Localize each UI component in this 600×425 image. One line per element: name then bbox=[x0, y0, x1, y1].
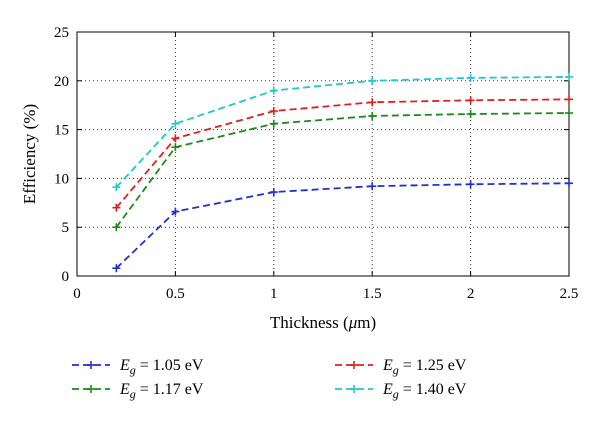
series-1 bbox=[112, 179, 573, 273]
series-line bbox=[115, 75, 570, 188]
x-tick-label: 2 bbox=[467, 286, 475, 302]
legend-label: Eg = 1.05 eV bbox=[119, 357, 204, 377]
legend-label: Eg = 1.17 eV bbox=[119, 381, 204, 401]
y-tick-label: 25 bbox=[54, 25, 69, 41]
legend-item-1: Eg = 1.05 eV bbox=[72, 357, 204, 377]
y-tick-label: 10 bbox=[54, 171, 69, 187]
data-point-marker bbox=[368, 98, 377, 107]
data-point-marker bbox=[368, 76, 377, 85]
data-point-marker bbox=[171, 143, 180, 152]
series-line bbox=[115, 182, 570, 269]
data-point-marker bbox=[269, 188, 278, 197]
data-point-marker bbox=[565, 179, 573, 188]
x-tick-label: 1 bbox=[270, 286, 278, 302]
data-point-marker bbox=[269, 119, 278, 128]
legend-item-2: Eg = 1.17 eV bbox=[72, 381, 204, 401]
x-tick-label: 2.5 bbox=[560, 286, 579, 302]
data-series bbox=[112, 72, 573, 273]
data-point-marker bbox=[466, 109, 475, 118]
axis-ticks: 0 0.5 1 1.5 2 2.5 0 5 10 15 20 25 bbox=[54, 25, 578, 302]
plot-area-frame bbox=[76, 31, 570, 277]
data-point-marker bbox=[171, 134, 180, 143]
data-point-marker bbox=[565, 72, 573, 81]
x-tick-label: 0.5 bbox=[166, 286, 185, 302]
data-point-marker bbox=[171, 207, 180, 216]
data-point-marker bbox=[368, 111, 377, 120]
legend-item-4: Eg = 1.40 eV bbox=[335, 381, 467, 401]
legend-label: Eg = 1.25 eV bbox=[382, 357, 467, 377]
data-point-marker bbox=[269, 86, 278, 95]
x-axis-label-suffix: m) bbox=[357, 313, 376, 332]
data-point-marker bbox=[112, 264, 121, 273]
y-tick-label: 20 bbox=[54, 74, 69, 90]
legend-item-3: Eg = 1.25 eV bbox=[335, 357, 467, 377]
series-line bbox=[115, 112, 570, 228]
data-point-marker bbox=[466, 96, 475, 105]
data-point-marker bbox=[466, 73, 475, 82]
x-axis-label-prefix: Thickness ( bbox=[270, 313, 349, 332]
data-point-marker bbox=[466, 180, 475, 189]
data-point-marker bbox=[112, 183, 121, 192]
data-point-marker bbox=[112, 203, 121, 212]
series-2 bbox=[112, 109, 573, 232]
data-point-marker bbox=[565, 109, 573, 118]
series-3 bbox=[112, 95, 573, 212]
data-point-marker bbox=[269, 107, 278, 116]
y-tick-label: 0 bbox=[62, 269, 70, 285]
x-tick-label: 1.5 bbox=[363, 286, 382, 302]
legend: Eg = 1.05 eV Eg = 1.17 eV Eg = 1.25 eV Eg =… bbox=[72, 357, 467, 401]
data-point-marker bbox=[565, 95, 573, 104]
x-tick-label: 0 bbox=[73, 286, 81, 302]
x-axis-label: Thickness (μm) bbox=[270, 313, 376, 332]
grid-lines bbox=[77, 32, 569, 276]
series-4 bbox=[112, 72, 573, 192]
y-axis-label: Efficiency (%) bbox=[20, 104, 39, 204]
data-point-marker bbox=[112, 223, 121, 232]
x-axis-label-mu: μ bbox=[348, 313, 358, 332]
legend-label: Eg = 1.40 eV bbox=[382, 381, 467, 401]
data-point-marker bbox=[171, 119, 180, 128]
y-tick-label: 5 bbox=[62, 220, 70, 236]
y-tick-label: 15 bbox=[54, 123, 69, 139]
series-line bbox=[115, 98, 570, 209]
data-point-marker bbox=[368, 182, 377, 191]
